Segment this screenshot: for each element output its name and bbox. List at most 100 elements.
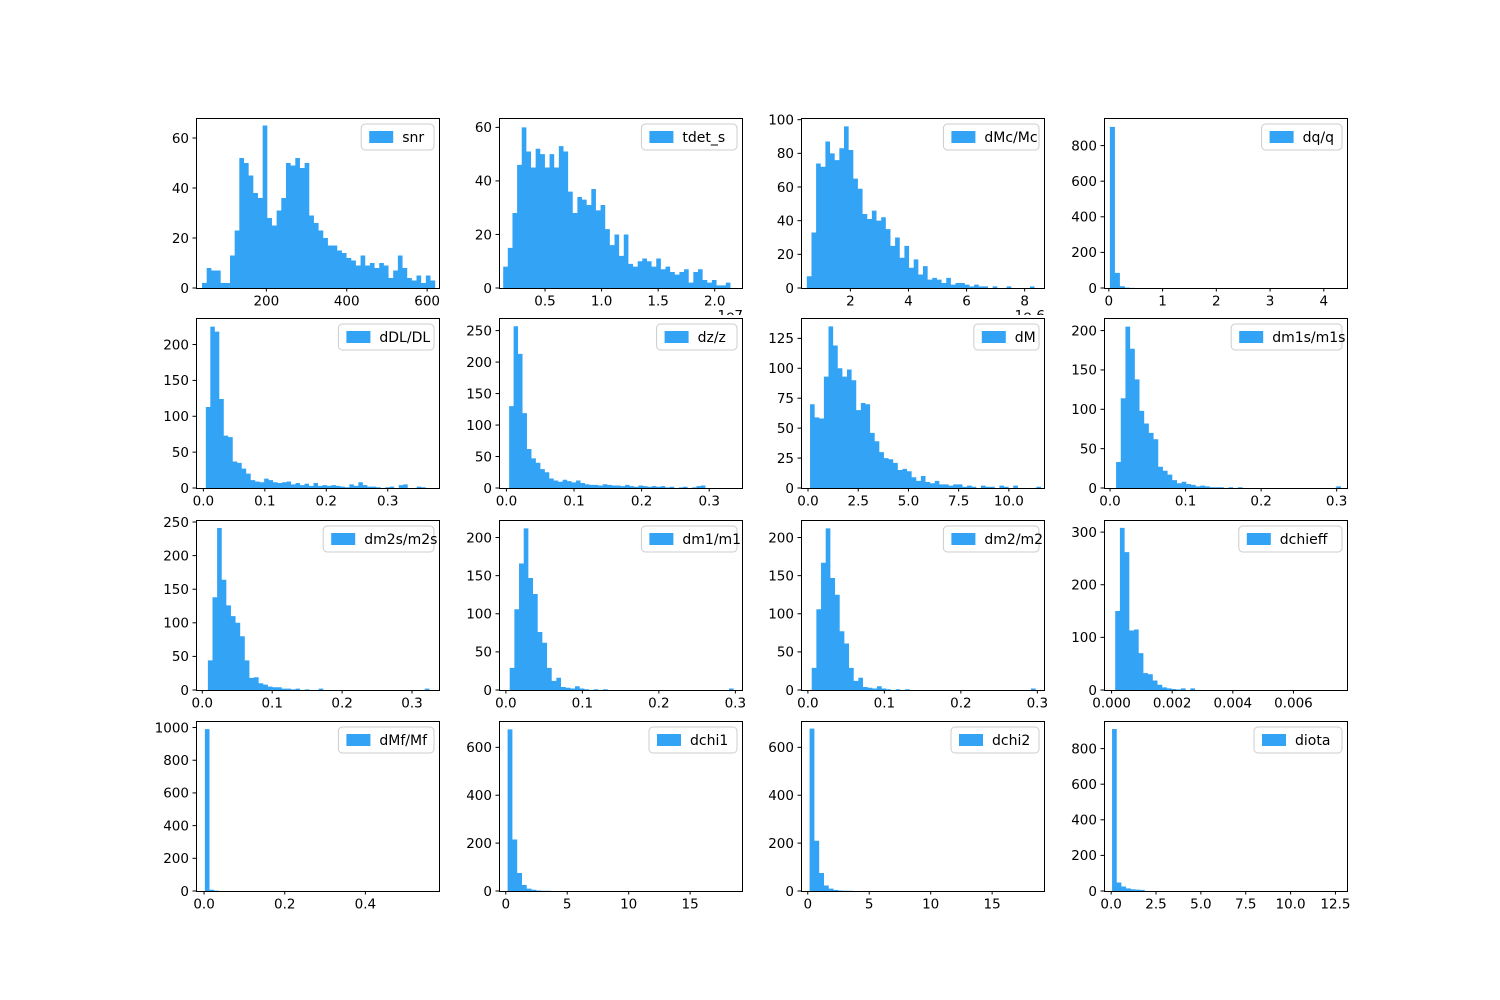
x-tick-label: 0.2 (274, 897, 295, 913)
y-tick-label: 600 (1071, 174, 1097, 190)
y-tick-label: 250 (466, 323, 492, 339)
axes-frame (1104, 721, 1348, 892)
y-tick-label: 50 (172, 445, 189, 461)
y-tick-label: 150 (163, 373, 189, 389)
subplot-dchi1: 0 200 400 600 0 5 10 15 dchi1 (441, 713, 781, 918)
legend: dz/z (656, 323, 738, 351)
legend: dm1s/m1s (1230, 323, 1345, 351)
legend-swatch-icon (951, 131, 976, 143)
y-tick-label: 0 (180, 281, 189, 297)
legend-swatch-icon (951, 533, 976, 545)
legend-box (337, 726, 435, 754)
y-tick-label: 200 (1071, 323, 1097, 339)
x-tick-label: 0.0 (797, 696, 818, 712)
y-tick-label: 50 (1080, 441, 1097, 457)
y-tick-label: 250 (163, 515, 189, 531)
x-tick-label: 600 (414, 294, 440, 310)
legend-label: dm1/m1 (682, 532, 741, 548)
legend-swatch-icon (657, 734, 681, 746)
y-tick-label: 0 (785, 884, 794, 900)
y-tick-label: 20 (777, 247, 794, 263)
plot-canvas: 0 50 100 150 200 0.0 0.1 0.2 0.3 dm1s/m1s (1071, 318, 1348, 510)
y-tick-label: 200 (163, 851, 189, 867)
legend-box (1230, 323, 1343, 351)
x-tick-label: 5 (865, 897, 874, 913)
y-tick-label: 200 (768, 530, 794, 546)
subplot-dm2-m2: 0 50 100 150 200 0.0 0.1 0.2 0.3 dm2/m2 (743, 512, 1083, 717)
x-tick-label: 2.5 (847, 494, 868, 510)
y-tick-label: 150 (1071, 363, 1097, 379)
subplot-diota: 0 200 400 600 800 0.0 2.5 5.0 7.5 10.0 12.5 diota (1046, 713, 1386, 918)
y-tick-label: 50 (777, 421, 794, 437)
axes-frame (196, 318, 440, 489)
plot-canvas: 0 200 400 600 0 5 10 15 dchi2 (768, 721, 1045, 913)
y-tick-label: 60 (172, 131, 189, 147)
y-tick-label: 150 (466, 568, 492, 584)
x-tick-label: 0 (501, 897, 510, 913)
axis-offset-label: 1e-6 (1015, 308, 1045, 315)
x-tick-label: 2 (1212, 294, 1221, 310)
legend-box (942, 123, 1040, 151)
y-tick-label: 20 (172, 231, 189, 247)
y-tick-label: 0 (483, 281, 492, 297)
y-tick-label: 200 (1071, 245, 1097, 261)
x-tick-label: 0.004 (1213, 696, 1252, 712)
y-tick-label: 100 (466, 607, 492, 623)
x-tick-label: 10 (620, 897, 637, 913)
y-tick-label: 50 (172, 649, 189, 665)
y-tick-label: 60 (475, 120, 492, 136)
subplot-dmc-mc: 0 20 40 60 80 100 2 4 6 81e-6 dMc/Mc (743, 110, 1083, 315)
subplot-dchi2: 0 200 400 600 0 5 10 15 dchi2 (743, 713, 1083, 918)
x-tick-label: 400 (334, 294, 360, 310)
legend-swatch-icon (981, 331, 1006, 343)
y-tick-label: 0 (785, 281, 794, 297)
y-tick-label: 0 (180, 481, 189, 497)
legend-swatch-icon (369, 131, 394, 143)
x-tick-label: 0.006 (1274, 696, 1313, 712)
x-tick-label: 0.2 (950, 696, 971, 712)
x-tick-label: 0.002 (1153, 696, 1192, 712)
axes-frame (801, 318, 1045, 489)
histogram-bars (509, 528, 734, 690)
subplot-dm1s-m1s: 0 50 100 150 200 0.0 0.1 0.2 0.3 dm1s/m1s (1046, 310, 1386, 515)
legend-box (1253, 726, 1343, 754)
legend-box (640, 123, 738, 151)
x-tick-label: 2.0 (704, 294, 725, 310)
y-tick-label: 400 (163, 818, 189, 834)
y-tick-label: 150 (163, 582, 189, 598)
y-tick-label: 40 (475, 174, 492, 190)
axes-frame (801, 118, 1045, 289)
y-tick-label: 200 (163, 548, 189, 564)
plot-canvas: 0 100 200 300 0.000 0.002 0.004 0.006 dchieff (1071, 520, 1348, 712)
plot-canvas: 0 25 50 75 100 125 0.0 2.5 5.0 7.5 10.0 dM (768, 318, 1045, 510)
x-tick-label: 0.0 (193, 897, 214, 913)
x-tick-label: 4 (904, 294, 913, 310)
y-tick-label: 0 (785, 683, 794, 699)
x-tick-label: 1 (1158, 294, 1167, 310)
axes-frame (499, 520, 743, 691)
axes-frame (499, 118, 743, 289)
histogram-bars (1115, 527, 1196, 690)
legend: dchi2 (950, 726, 1040, 754)
axes-frame (801, 721, 1045, 892)
x-tick-label: 0.1 (572, 696, 593, 712)
histogram-bars (503, 127, 731, 289)
legend-swatch-icon (1262, 734, 1286, 746)
plot-canvas: 0 50 100 150 200 250 0.0 0.1 0.2 0.3 dz/z (466, 318, 743, 510)
legend: dm2s/m2s (322, 525, 437, 553)
legend-swatch-icon (959, 734, 983, 746)
x-tick-label: 1.5 (647, 294, 668, 310)
x-tick-label: 0.4 (355, 897, 376, 913)
y-tick-label: 0 (1088, 683, 1097, 699)
plot-canvas: 0 50 100 150 200 250 0.0 0.1 0.2 0.3 dm2s/m2s (163, 515, 440, 712)
legend-box (942, 525, 1040, 553)
legend-label: snr (402, 130, 424, 146)
x-tick-label: 10.0 (1276, 897, 1306, 913)
histogram-bars (809, 728, 853, 891)
y-tick-label: 200 (466, 355, 492, 371)
y-tick-label: 400 (1071, 813, 1097, 829)
x-tick-label: 0.1 (563, 494, 584, 510)
subplot-dmf-mf: 0 200 400 600 800 1000 0.0 0.2 0.4 dMf/Mf (138, 713, 478, 918)
histogram-bars (202, 125, 436, 288)
y-tick-label: 1000 (155, 720, 189, 736)
